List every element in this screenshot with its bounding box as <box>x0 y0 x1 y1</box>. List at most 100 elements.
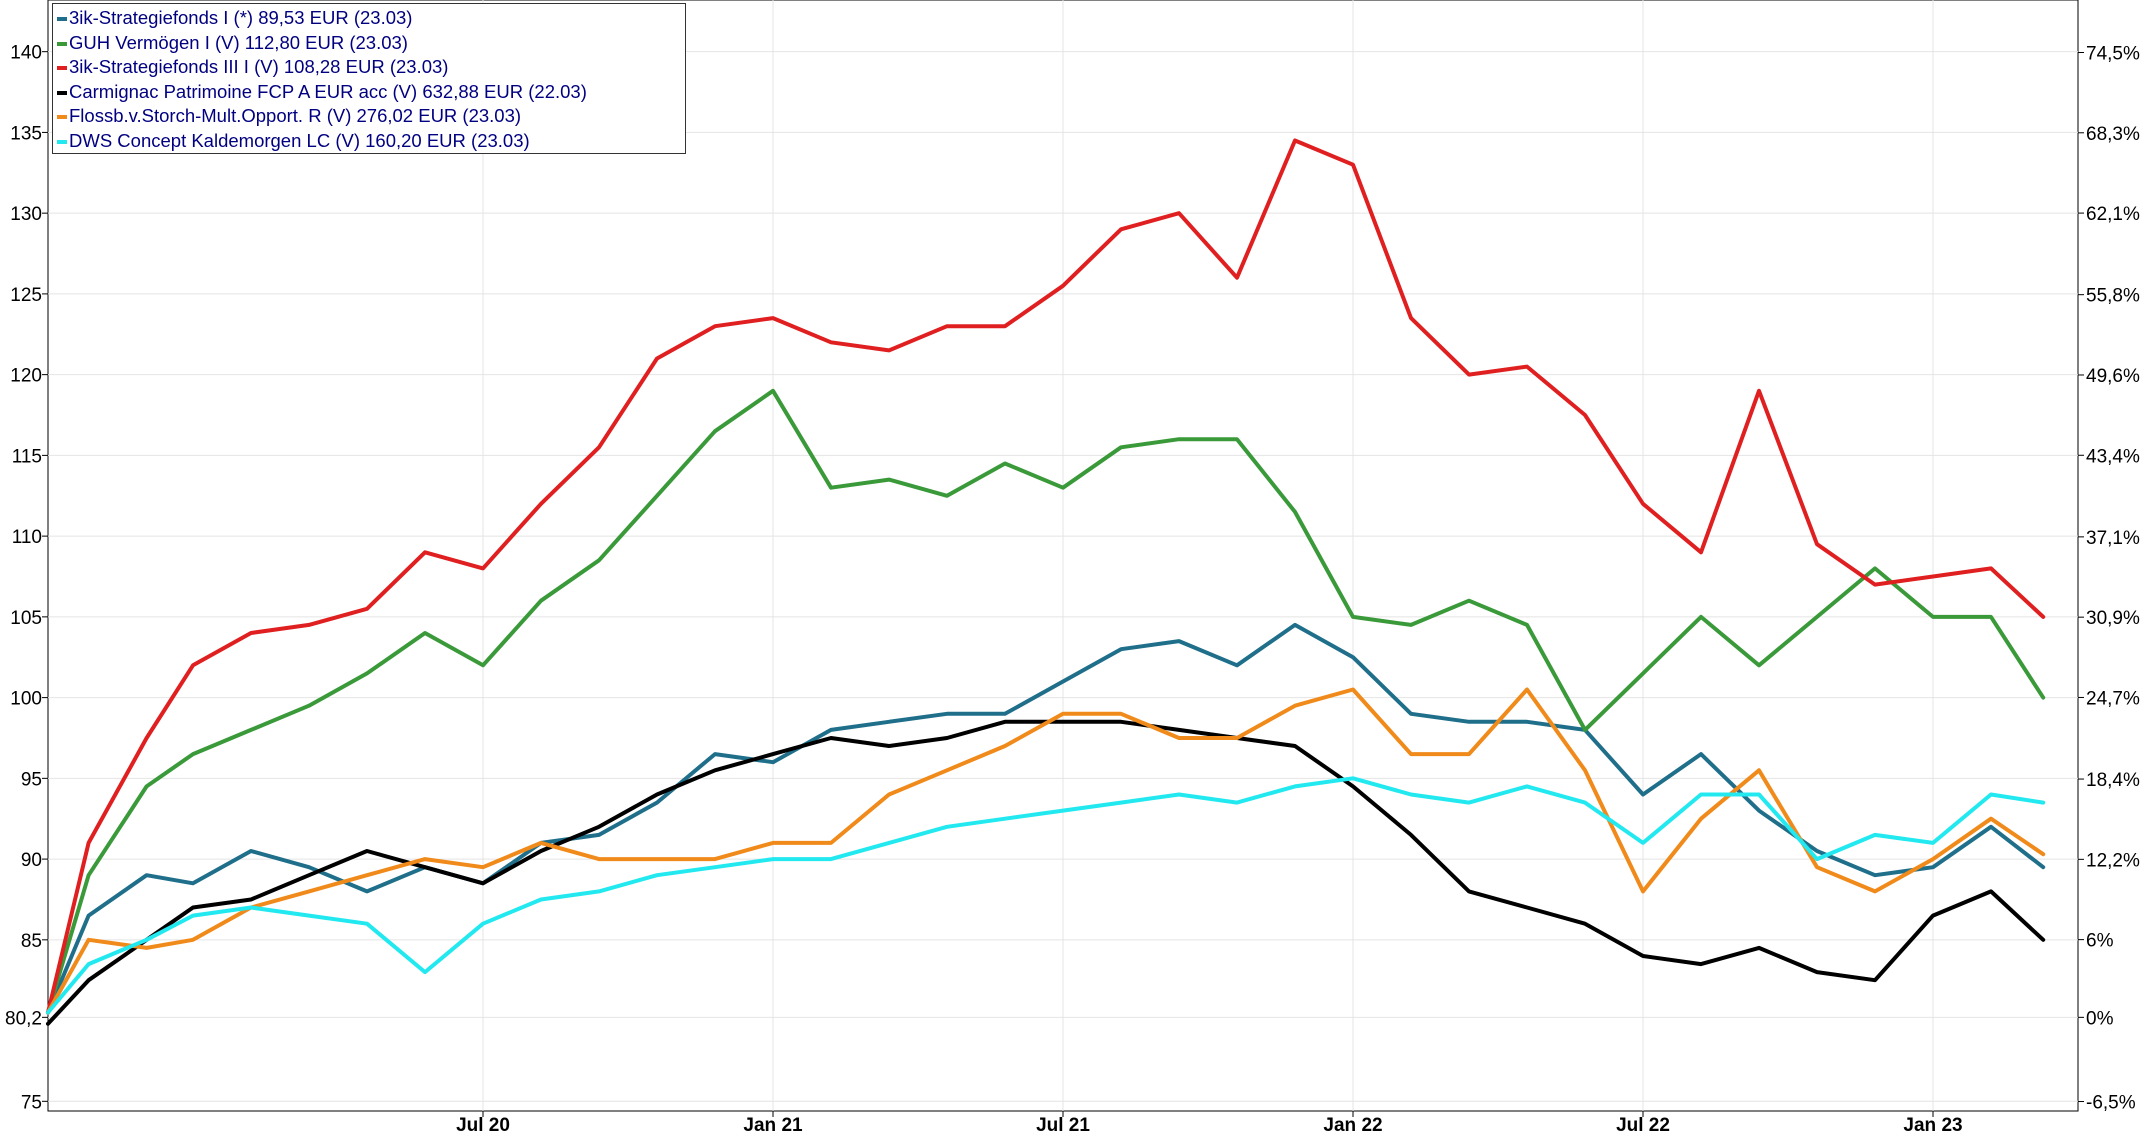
series-point-3 <box>713 324 717 328</box>
series-point-1 <box>597 833 601 837</box>
series-point-1 <box>1409 712 1413 716</box>
series-point-5 <box>307 889 311 893</box>
series-point-2 <box>423 631 427 635</box>
x-tick-label: Jan 23 <box>1903 1115 1962 1134</box>
series-point-5 <box>365 873 369 877</box>
series-point-6 <box>1003 817 1007 821</box>
series-point-3 <box>2041 615 2045 619</box>
series-point-4 <box>597 825 601 829</box>
series-point-5 <box>423 857 427 861</box>
series-point-5 <box>597 857 601 861</box>
series-point-6 <box>1757 792 1761 796</box>
series-point-2 <box>1583 728 1587 732</box>
y-left-tick-label: 120 <box>10 366 42 387</box>
series-point-4 <box>1177 728 1181 732</box>
series-point-4 <box>1409 833 1413 837</box>
series-point-6 <box>713 865 717 869</box>
series-point-2 <box>1177 437 1181 441</box>
series-point-4 <box>481 881 485 885</box>
series-point-6 <box>655 873 659 877</box>
y-left-tick-label: 130 <box>10 204 42 225</box>
series-point-2 <box>1873 566 1877 570</box>
series-line-3 <box>46 138 2046 1015</box>
series-point-2 <box>1931 615 1935 619</box>
series-point-4 <box>423 865 427 869</box>
series-point-5 <box>1351 688 1355 692</box>
series-point-1 <box>1525 720 1529 724</box>
y-left-tick-label: 135 <box>10 123 42 144</box>
series-point-4 <box>539 849 543 853</box>
series-point-4 <box>2041 938 2045 942</box>
series-point-5 <box>771 841 775 845</box>
series-point-1 <box>307 865 311 869</box>
series-point-3 <box>1525 365 1529 369</box>
series-point-1 <box>249 849 253 853</box>
series-line-6 <box>46 776 2046 1015</box>
series-point-1 <box>1351 655 1355 659</box>
series-point-2 <box>597 558 601 562</box>
legend: 3ik-Strategiefonds I (*) 89,53 EUR (23.0… <box>52 3 686 154</box>
y-left-tick-label: 85 <box>21 931 42 952</box>
series-point-4 <box>191 906 195 910</box>
series-point-6 <box>1293 784 1297 788</box>
series-point-4 <box>1815 970 1819 974</box>
series-point-5 <box>1873 889 1877 893</box>
x-tick-label: Jul 22 <box>1616 1115 1670 1134</box>
series-point-4 <box>249 897 253 901</box>
series-point-2 <box>771 389 775 393</box>
series-point-3 <box>1119 227 1123 231</box>
series-point-6 <box>1641 841 1645 845</box>
series-point-3 <box>249 631 253 635</box>
legend-entry: 3ik-Strategiefonds I (*) 89,53 EUR (23.0… <box>57 5 412 30</box>
series-point-6 <box>2041 801 2045 805</box>
series-point-6 <box>829 857 833 861</box>
y-left-tick-label: 115 <box>12 446 42 467</box>
y-left-tick-label: 125 <box>10 285 42 306</box>
series-point-2 <box>1351 615 1355 619</box>
series-point-2 <box>145 784 149 788</box>
series-point-3 <box>597 445 601 449</box>
series-point-4 <box>46 1022 50 1026</box>
series-point-3 <box>945 324 949 328</box>
series-point-6 <box>1699 792 1703 796</box>
series-point-2 <box>1757 663 1761 667</box>
series-point-3 <box>1061 284 1065 288</box>
series-point-4 <box>1989 889 1993 893</box>
series-point-2 <box>829 486 833 490</box>
series-point-2 <box>1119 445 1123 449</box>
y-right-tick-label: 30,9% <box>2086 608 2140 629</box>
series-point-3 <box>887 348 891 352</box>
series-point-1 <box>1293 623 1297 627</box>
series-point-2 <box>307 704 311 708</box>
series-point-3 <box>1989 566 1993 570</box>
series-line-5 <box>46 687 2046 1015</box>
series-point-2 <box>1409 623 1413 627</box>
legend-label: GUH Vermögen I (V) 112,80 EUR (23.03) <box>69 31 408 53</box>
series-point-2 <box>1525 623 1529 627</box>
series-point-1 <box>145 873 149 877</box>
series-point-2 <box>365 671 369 675</box>
series-point-2 <box>249 728 253 732</box>
y-right-tick-label: 6% <box>2086 931 2114 952</box>
series-point-5 <box>887 792 891 796</box>
legend-swatch <box>57 90 67 95</box>
series-point-1 <box>1641 792 1645 796</box>
series-point-3 <box>1757 389 1761 393</box>
series-point-1 <box>1061 679 1065 683</box>
legend-label: 3ik-Strategiefonds III I (V) 108,28 EUR … <box>69 56 449 77</box>
series-point-1 <box>1177 639 1181 643</box>
series-point-5 <box>1003 744 1007 748</box>
series-point-4 <box>1641 954 1645 958</box>
series-point-3 <box>423 550 427 554</box>
legend-swatch <box>57 41 67 46</box>
series-point-2 <box>887 478 891 482</box>
series-point-4 <box>1583 922 1587 926</box>
series-point-5 <box>1989 817 1993 821</box>
legend-label: 3ik-Strategiefonds I (*) 89,53 EUR (23.0… <box>69 7 413 28</box>
series-lines <box>46 138 2046 1026</box>
series-point-2 <box>1641 671 1645 675</box>
series-point-4 <box>1351 784 1355 788</box>
y-right-tick-label: 12,2% <box>2086 850 2140 871</box>
x-tick-label: Jul 21 <box>1036 1115 1090 1134</box>
series-point-5 <box>191 938 195 942</box>
